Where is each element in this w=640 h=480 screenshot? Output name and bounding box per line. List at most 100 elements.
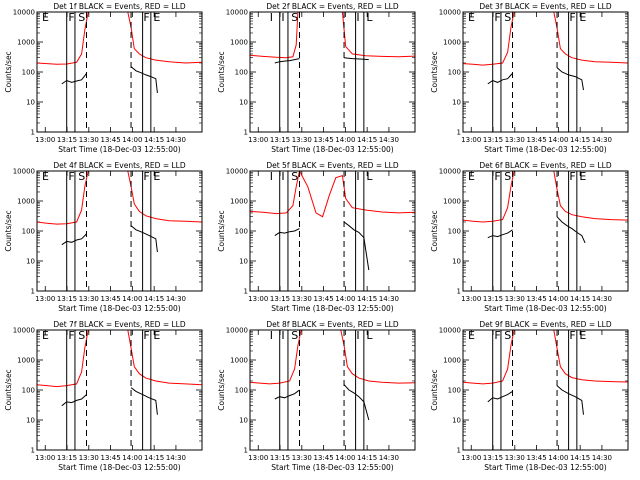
x-tick-label: 13:30 (505, 454, 525, 462)
panel-det-2: Det 2f BLACK = Events, RED = LLD Counts/s… (217, 2, 416, 154)
x-tick-label: 13:30 (292, 454, 312, 462)
panel-title: Det 6f BLACK = Events, RED = LLD (479, 161, 612, 170)
segment-label: S (504, 11, 511, 24)
x-tick-label: 13:00 (461, 136, 481, 144)
series-line-lld (553, 12, 628, 64)
y-tick-label: 100 (22, 387, 35, 395)
y-tick-label: 100 (235, 387, 248, 395)
x-axis-label: Start Time (18-Dec-03 12:55:00) (484, 304, 606, 313)
series-line-lld (250, 330, 302, 385)
x-tick-label: 13:45 (526, 136, 546, 144)
panel-title: Det 2f BLACK = Events, RED = LLD (266, 2, 399, 11)
series-group (250, 12, 415, 64)
series-line-events (556, 67, 584, 91)
series-line-events (343, 221, 370, 271)
series-line-events (274, 228, 300, 237)
y-axis-label: Counts/sec (4, 369, 13, 410)
y-tick-label: 1 (457, 129, 461, 137)
y-tick-label: 100 (22, 228, 35, 236)
y-tick-label: 1 (31, 129, 35, 137)
segment-label: F (68, 170, 74, 183)
segment-label: I (356, 11, 359, 24)
panel-title: Det 9f BLACK = Events, RED = LLD (479, 320, 612, 329)
x-tick-label: 14:00 (122, 454, 142, 462)
x-tick-label: 13:30 (292, 295, 312, 303)
x-tick-label: 13:30 (505, 295, 525, 303)
segment-label: L (366, 170, 373, 183)
segment-label: S (78, 170, 85, 183)
x-tick-label: 13:00 (461, 454, 481, 462)
y-tick-label: 1 (31, 288, 35, 296)
segment-label: E (579, 11, 586, 24)
x-tick-label: 14:30 (592, 136, 612, 144)
x-tick-label: 13:15 (483, 295, 503, 303)
segment-label: L (366, 11, 373, 24)
y-tick-label: 1000 (443, 39, 461, 47)
series-line-lld (250, 12, 299, 59)
y-axis-label: Counts/sec (217, 369, 226, 410)
segment-label: I (281, 170, 284, 183)
y-tick-label: 10000 (226, 327, 248, 335)
series-line-lld (463, 12, 515, 66)
x-tick-label: 13:15 (57, 136, 77, 144)
y-tick-label: 10000 (439, 168, 461, 176)
segment-label: I (281, 11, 284, 24)
y-tick-label: 1000 (230, 39, 248, 47)
y-tick-label: 10000 (226, 168, 248, 176)
x-tick-label: 14:15 (570, 454, 590, 462)
segment-label: F (569, 170, 575, 183)
segment-label: E (42, 329, 49, 342)
series-line-lld (250, 171, 415, 218)
segment-label: F (494, 170, 500, 183)
x-tick-label: 14:00 (548, 454, 568, 462)
series-line-events (130, 225, 158, 253)
segment-label: F (143, 11, 149, 24)
series-line-lld (553, 330, 628, 383)
x-tick-label: 14:15 (570, 136, 590, 144)
segment-label: F (569, 329, 575, 342)
series-line-events (61, 233, 87, 246)
plot-frame (249, 11, 416, 133)
series-line-events (130, 66, 158, 94)
y-tick-label: 10 (452, 99, 461, 107)
y-tick-label: 1000 (230, 357, 248, 365)
series-line-lld (37, 330, 89, 388)
x-tick-label: 13:30 (505, 136, 525, 144)
y-tick-label: 10 (239, 417, 248, 425)
x-tick-label: 13:15 (483, 136, 503, 144)
y-axis-label: Counts/sec (4, 51, 13, 92)
segment-label: I (270, 329, 273, 342)
x-tick-label: 13:30 (79, 454, 99, 462)
series-line-lld (463, 330, 515, 385)
y-axis-label: Counts/sec (430, 369, 439, 410)
x-tick-label: 13:15 (270, 136, 290, 144)
segment-label: S (78, 11, 85, 24)
x-axis-label: Start Time (18-Dec-03 12:55:00) (484, 145, 606, 154)
x-tick-label: 13:15 (57, 295, 77, 303)
y-tick-label: 10 (26, 258, 35, 266)
series-group (250, 330, 415, 421)
y-tick-label: 10 (239, 258, 248, 266)
x-tick-label: 13:30 (79, 295, 99, 303)
y-tick-label: 1 (244, 129, 248, 137)
panel-title: Det 3f BLACK = Events, RED = LLD (479, 2, 612, 11)
x-tick-label: 14:30 (166, 295, 186, 303)
y-tick-label: 1000 (17, 39, 35, 47)
x-tick-label: 14:15 (144, 295, 164, 303)
panel-det-3: Det 3f BLACK = Events, RED = LLD Counts/s… (430, 2, 629, 154)
segment-label: E (42, 11, 49, 24)
x-tick-label: 14:00 (548, 295, 568, 303)
segment-label: S (78, 329, 85, 342)
x-tick-label: 14:30 (379, 136, 399, 144)
x-tick-label: 14:15 (357, 136, 377, 144)
y-tick-label: 10 (452, 258, 461, 266)
series-line-lld (127, 171, 202, 223)
segment-label: S (291, 11, 298, 24)
segment-label: F (68, 329, 74, 342)
x-tick-label: 14:15 (570, 295, 590, 303)
series-group (37, 330, 202, 415)
series-line-lld (127, 330, 202, 386)
panel-title: Det 4f BLACK = Events, RED = LLD (53, 161, 186, 170)
y-tick-label: 10000 (439, 327, 461, 335)
